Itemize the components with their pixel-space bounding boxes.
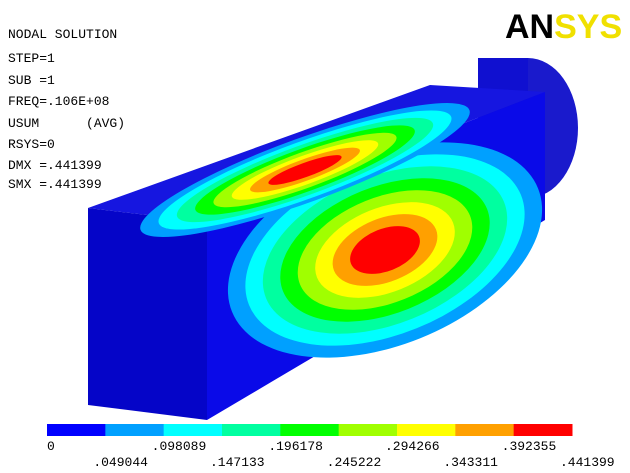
info-line: SMX =.441399 bbox=[8, 177, 102, 192]
info-block: NODAL SOLUTION STEP=1 SUB =1 FREQ=.106E+08 U… bbox=[8, 27, 125, 192]
logo-sys: SYS bbox=[554, 8, 622, 46]
legend-label: .196178 bbox=[268, 439, 323, 454]
info-line: DMX =.441399 bbox=[8, 158, 102, 173]
info-line: SUB =1 bbox=[8, 73, 55, 88]
logo-an: AN bbox=[505, 8, 554, 46]
legend-swatch bbox=[514, 424, 573, 436]
legend-label: .098089 bbox=[152, 439, 207, 454]
legend-label: .392355 bbox=[502, 439, 557, 454]
legend-swatch bbox=[397, 424, 456, 436]
legend: 0 .049044 .098089.147133.196178 .245222.294… bbox=[47, 424, 615, 470]
legend-label: 0 bbox=[47, 439, 55, 454]
info-line: RSYS=0 bbox=[8, 137, 55, 152]
legend-swatch bbox=[455, 424, 514, 436]
legend-label: .441399 bbox=[560, 455, 615, 470]
legend-label: .245222 bbox=[327, 455, 382, 470]
legend-label: .294266 bbox=[385, 439, 440, 454]
screen: ANSYS NODAL SOLUTION STEP=1 SUB =1 FREQ=.10… bbox=[0, 0, 630, 473]
legend-label: .049044 bbox=[93, 455, 148, 470]
info-line: STEP=1 bbox=[8, 51, 55, 66]
legend-label: .147133 bbox=[210, 455, 265, 470]
legend-label: .343311 bbox=[443, 455, 498, 470]
model bbox=[88, 58, 578, 420]
info-line: FREQ=.106E+08 bbox=[8, 94, 109, 109]
legend-swatch bbox=[105, 424, 164, 436]
legend-swatch bbox=[222, 424, 281, 436]
legend-swatch bbox=[164, 424, 223, 436]
legend-swatch bbox=[47, 424, 106, 436]
legend-swatch bbox=[339, 424, 398, 436]
end-face bbox=[88, 208, 207, 420]
info-line: USUM (AVG) bbox=[8, 116, 125, 131]
logo: ANSYS bbox=[505, 8, 622, 46]
info-line: NODAL SOLUTION bbox=[8, 27, 117, 42]
legend-swatch bbox=[280, 424, 339, 436]
